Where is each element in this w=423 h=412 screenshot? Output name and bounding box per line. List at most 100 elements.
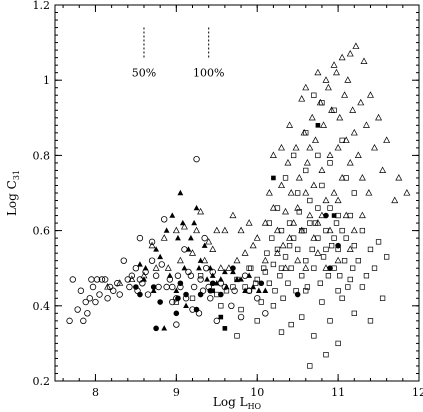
open-square-point [359,227,366,234]
open-triangle-point [346,49,354,57]
y-tick-label: 0.6 [33,225,51,238]
open-triangle-point [298,95,306,102]
filled-triangle-point [197,257,204,263]
open-square-point [315,152,321,159]
filled-circle-point [193,306,200,313]
open-triangle-point [322,76,330,83]
y-tick-label: 0.8 [33,149,51,162]
open-square-point [311,92,317,98]
open-square-point [328,242,335,249]
open-circle-point [69,276,76,283]
open-circle-point [66,317,73,325]
y-tick-label: 1.2 [33,0,51,12]
filled-triangle-point [221,268,228,275]
open-triangle-point [172,226,180,234]
open-square-point [307,197,313,204]
open-circle-point [88,276,95,283]
open-circle-point [126,283,133,291]
open-triangle-point [338,53,346,61]
open-triangle-point [104,283,112,290]
open-square-point [359,284,366,290]
open-triangle-point [287,189,295,196]
open-triangle-point [365,189,373,196]
open-triangle-point [180,222,188,230]
filled-triangle-point [196,265,202,271]
open-triangle-point [213,226,221,234]
y-axis-title: Log C31 [5,170,21,216]
open-triangle-point [176,256,184,264]
open-circle-point [213,317,220,325]
x-tick-label: 12 [412,386,423,399]
filled-triangle-point [234,276,240,282]
filled-triangle-point [230,268,236,275]
filled-circle-point [133,284,139,290]
filled-square-point [315,123,321,128]
open-triangle-point [314,219,322,226]
open-circle-point [93,276,101,283]
open-triangle-point [140,271,148,279]
open-triangle-point [245,219,253,226]
filled-circle-point [173,310,180,317]
open-triangle-point [308,113,316,121]
filled-triangle-point [161,325,168,331]
open-triangle-point [334,143,342,151]
axis-tick-labels: 8 9 10 11 12 0.2 0.4 0.6 0.8 1 1.2 [33,0,423,399]
open-square-point [323,246,329,253]
open-square-point [261,265,267,271]
open-square-point [246,288,252,294]
open-triangle-point [314,68,322,76]
open-square-point [371,265,378,271]
open-triangle-point [318,211,326,219]
open-triangle-point [362,121,370,128]
open-square-point [303,288,309,294]
open-circle-point [187,272,195,279]
open-square-point [355,258,361,264]
open-triangle-point [350,128,358,136]
open-triangle-point [303,158,311,166]
open-square-point [258,299,264,305]
filled-triangle-point [201,242,208,248]
open-square-point [345,284,351,290]
open-triangle-point [383,136,391,143]
filled-triangle-point [250,283,257,290]
open-square-point [293,288,299,294]
open-triangle-point [342,211,350,219]
open-circle-point [169,283,176,291]
open-square-point [230,284,236,290]
open-triangle-point [286,234,294,241]
open-triangle-point [290,219,298,226]
open-triangle-point [241,249,249,256]
open-triangle-point [316,98,324,106]
open-triangle-point [379,166,387,173]
filled-triangle-point [142,265,149,271]
open-triangle-point [164,264,172,271]
filled-circle-point [150,284,157,290]
open-square-point [272,288,278,294]
open-square-point [311,333,317,339]
open-square-point [264,250,270,256]
open-triangle-point [310,181,318,189]
open-square-point [282,254,289,260]
open-triangle-point [306,211,314,219]
open-circle-point [254,295,261,302]
open-square-point [307,363,313,369]
open-circle-point [237,313,245,321]
open-circle-point [169,298,176,306]
filled-circle-point [175,295,181,302]
y-tick-label: 1 [43,74,50,87]
open-triangle-point [403,189,411,196]
filled-circle-point [157,299,163,305]
open-square-point [189,295,196,301]
open-square-point [214,291,220,298]
open-triangle-point [273,226,281,234]
open-triangle-point [261,256,269,264]
filled-triangle-point [255,287,262,293]
open-triangle-point [261,219,269,226]
open-square-point [375,239,382,245]
open-square-point [335,288,341,294]
open-square-point [317,280,323,286]
open-square-point [234,333,240,339]
open-triangle-point [330,61,338,68]
x-axis-title: Log LHO [213,395,262,411]
open-square-point [274,246,281,253]
